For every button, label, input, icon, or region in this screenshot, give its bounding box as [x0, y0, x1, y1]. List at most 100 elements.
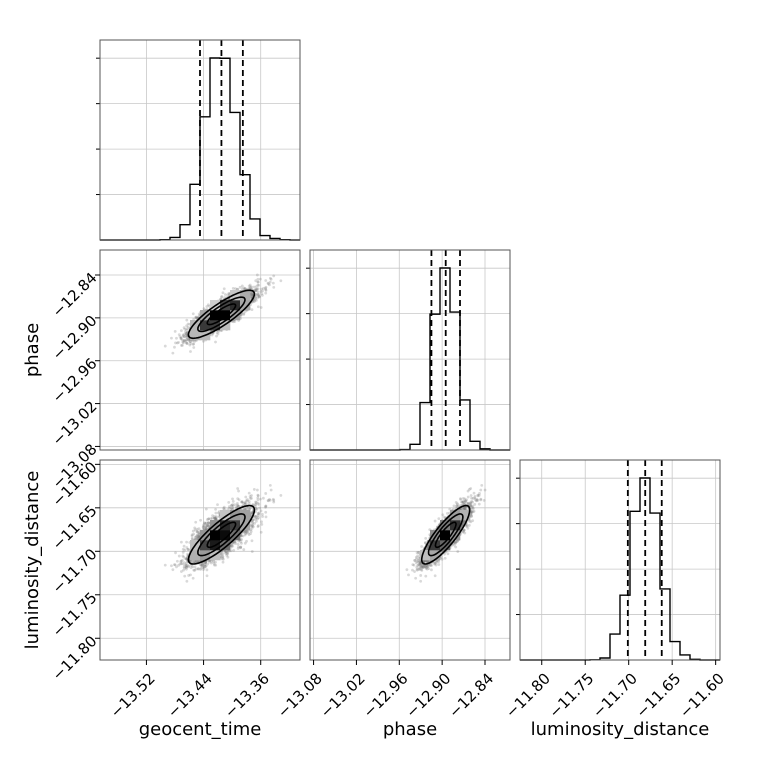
- sample-point: [248, 495, 252, 498]
- sample-point: [221, 560, 225, 564]
- sample-point: [240, 500, 243, 504]
- sample-point: [192, 568, 196, 572]
- sample-point: [247, 284, 251, 288]
- sample-point: [245, 530, 249, 534]
- sample-point: [206, 303, 210, 307]
- sample-point: [243, 501, 247, 505]
- sample-point: [170, 564, 173, 568]
- sample-point: [192, 532, 196, 536]
- sample-point: [224, 293, 227, 296]
- sample-point: [240, 538, 244, 541]
- sample-point: [256, 283, 260, 287]
- sample-point: [243, 287, 247, 290]
- sample-point: [261, 496, 265, 500]
- sample-point: [256, 512, 260, 515]
- sample-point: [233, 320, 237, 323]
- sample-point: [193, 535, 197, 539]
- sample-point: [205, 574, 209, 578]
- sample-point: [216, 332, 220, 336]
- sample-point: [197, 312, 201, 316]
- sample-point: [243, 507, 247, 511]
- sample-point: [187, 338, 191, 342]
- sample-point: [204, 525, 208, 529]
- sample-point: [189, 342, 193, 345]
- sample-point: [237, 545, 240, 549]
- sample-point: [240, 541, 243, 545]
- sample-point: [244, 532, 248, 536]
- sample-point: [187, 338, 191, 341]
- sample-point: [254, 285, 258, 289]
- sample-point: [181, 333, 185, 337]
- sample-point: [205, 518, 209, 521]
- sample-point: [214, 507, 217, 511]
- sample-point: [238, 285, 242, 289]
- sample-point: [252, 525, 255, 529]
- sample-point: [222, 287, 226, 291]
- sample-point: [254, 289, 257, 292]
- sample-point: [221, 556, 225, 560]
- sample-point: [268, 497, 271, 501]
- sample-point: [230, 504, 234, 508]
- sample-point: [192, 346, 196, 349]
- sample-point: [196, 560, 199, 563]
- sample-point: [250, 308, 254, 312]
- sample-point: [256, 296, 260, 300]
- sample-point: [272, 498, 276, 502]
- sample-point: [206, 524, 210, 527]
- sample-point: [207, 517, 210, 521]
- sample-point: [231, 500, 235, 503]
- hist-panel-luminosity_distance: [516, 459, 721, 661]
- sample-point: [188, 343, 192, 347]
- sample-point: [183, 327, 187, 331]
- sample-point: [183, 574, 187, 578]
- sample-point: [201, 525, 205, 529]
- sample-point: [178, 335, 182, 339]
- sample-point: [268, 283, 271, 287]
- sample-point: [245, 530, 248, 534]
- sample-point: [257, 292, 261, 296]
- sample-point: [182, 339, 186, 343]
- sample-point: [239, 545, 243, 549]
- sample-point: [175, 559, 179, 563]
- sample-point: [201, 562, 205, 566]
- sample-point: [195, 534, 199, 538]
- sample-point: [209, 517, 213, 521]
- sample-point: [182, 326, 186, 330]
- sample-point: [272, 286, 276, 289]
- panel-content: [100, 250, 300, 450]
- sample-point: [179, 329, 183, 333]
- sample-point: [187, 565, 191, 569]
- sample-point: [223, 507, 226, 511]
- sample-point: [254, 279, 258, 283]
- sample-point: [175, 565, 178, 569]
- sample-point: [223, 550, 227, 554]
- sample-point: [215, 515, 218, 519]
- sample-point: [184, 563, 188, 567]
- sample-point: [226, 551, 230, 554]
- sample-point: [197, 314, 201, 318]
- sample-point: [252, 488, 256, 491]
- sample-point: [243, 501, 247, 505]
- sample-point: [174, 341, 177, 345]
- density-cell: [190, 320, 201, 331]
- sample-point: [257, 283, 261, 287]
- sample-point: [212, 559, 215, 563]
- sample-point: [182, 544, 186, 548]
- sample-point: [248, 287, 252, 290]
- sample-point: [191, 312, 195, 316]
- sample-point: [228, 506, 231, 510]
- sample-point: [232, 541, 236, 545]
- sample-point: [179, 336, 183, 340]
- sample-point: [180, 338, 184, 342]
- sample-point: [254, 503, 257, 507]
- sample-point: [185, 564, 189, 568]
- sample-point: [181, 559, 184, 562]
- sample-point: [191, 576, 195, 580]
- sample-point: [221, 555, 225, 559]
- sample-point: [204, 561, 208, 565]
- sample-point: [182, 565, 186, 569]
- sample-point: [226, 293, 230, 297]
- sample-point: [205, 305, 209, 308]
- sample-point: [193, 568, 197, 572]
- sample-point: [185, 567, 188, 571]
